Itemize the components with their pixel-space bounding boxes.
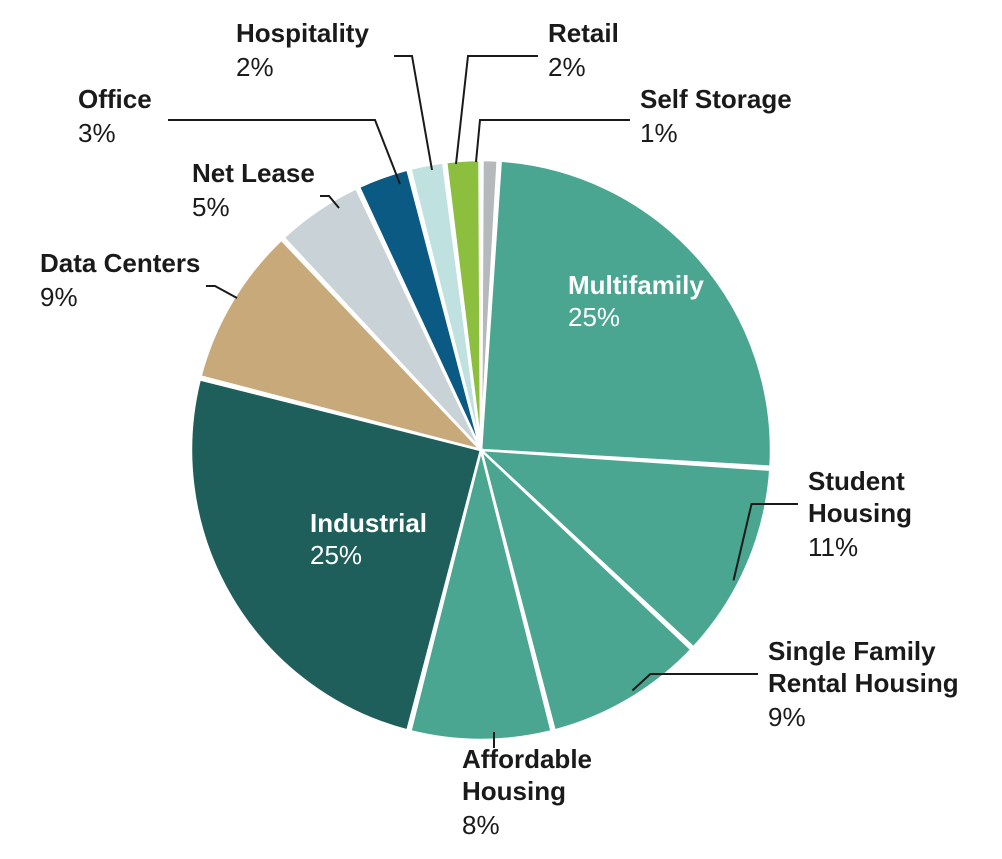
slice-label-pct: 9%	[768, 702, 806, 732]
slice-label-pct: 11%	[808, 532, 858, 562]
slice-label-name: Office	[78, 84, 152, 114]
slice-label-pct: 9%	[40, 282, 78, 312]
slice-label-pct: 1%	[640, 118, 678, 148]
slice-label-name: Retail	[548, 18, 619, 48]
slice-label-name: Rental Housing	[768, 668, 959, 698]
slice-label-pct: 25%	[568, 302, 620, 332]
slice-label-name: Industrial	[310, 508, 427, 538]
slice-label-pct: 2%	[548, 52, 586, 82]
slice-label-pct: 8%	[462, 810, 500, 840]
slice-label-name: Affordable	[462, 744, 592, 774]
slice-label-name: Student	[808, 466, 905, 496]
slice-label-name: Multifamily	[568, 270, 704, 300]
slice-label-name: Net Lease	[192, 158, 315, 188]
slice-label-name: Single Family	[768, 636, 936, 666]
slice-label-pct: 3%	[78, 118, 116, 148]
slice-label-name: Self Storage	[640, 84, 792, 114]
slice-label-pct: 2%	[236, 52, 274, 82]
slice-label-pct: 25%	[310, 540, 362, 570]
slice-label-name: Data Centers	[40, 248, 200, 278]
slice-label-name: Housing	[462, 776, 566, 806]
pie-chart: Multifamily25%StudentHousing11%Single Fa…	[0, 0, 1002, 859]
slice-label-name: Hospitality	[236, 18, 369, 48]
slice-label-pct: 5%	[192, 192, 230, 222]
slice-label-name: Housing	[808, 498, 912, 528]
